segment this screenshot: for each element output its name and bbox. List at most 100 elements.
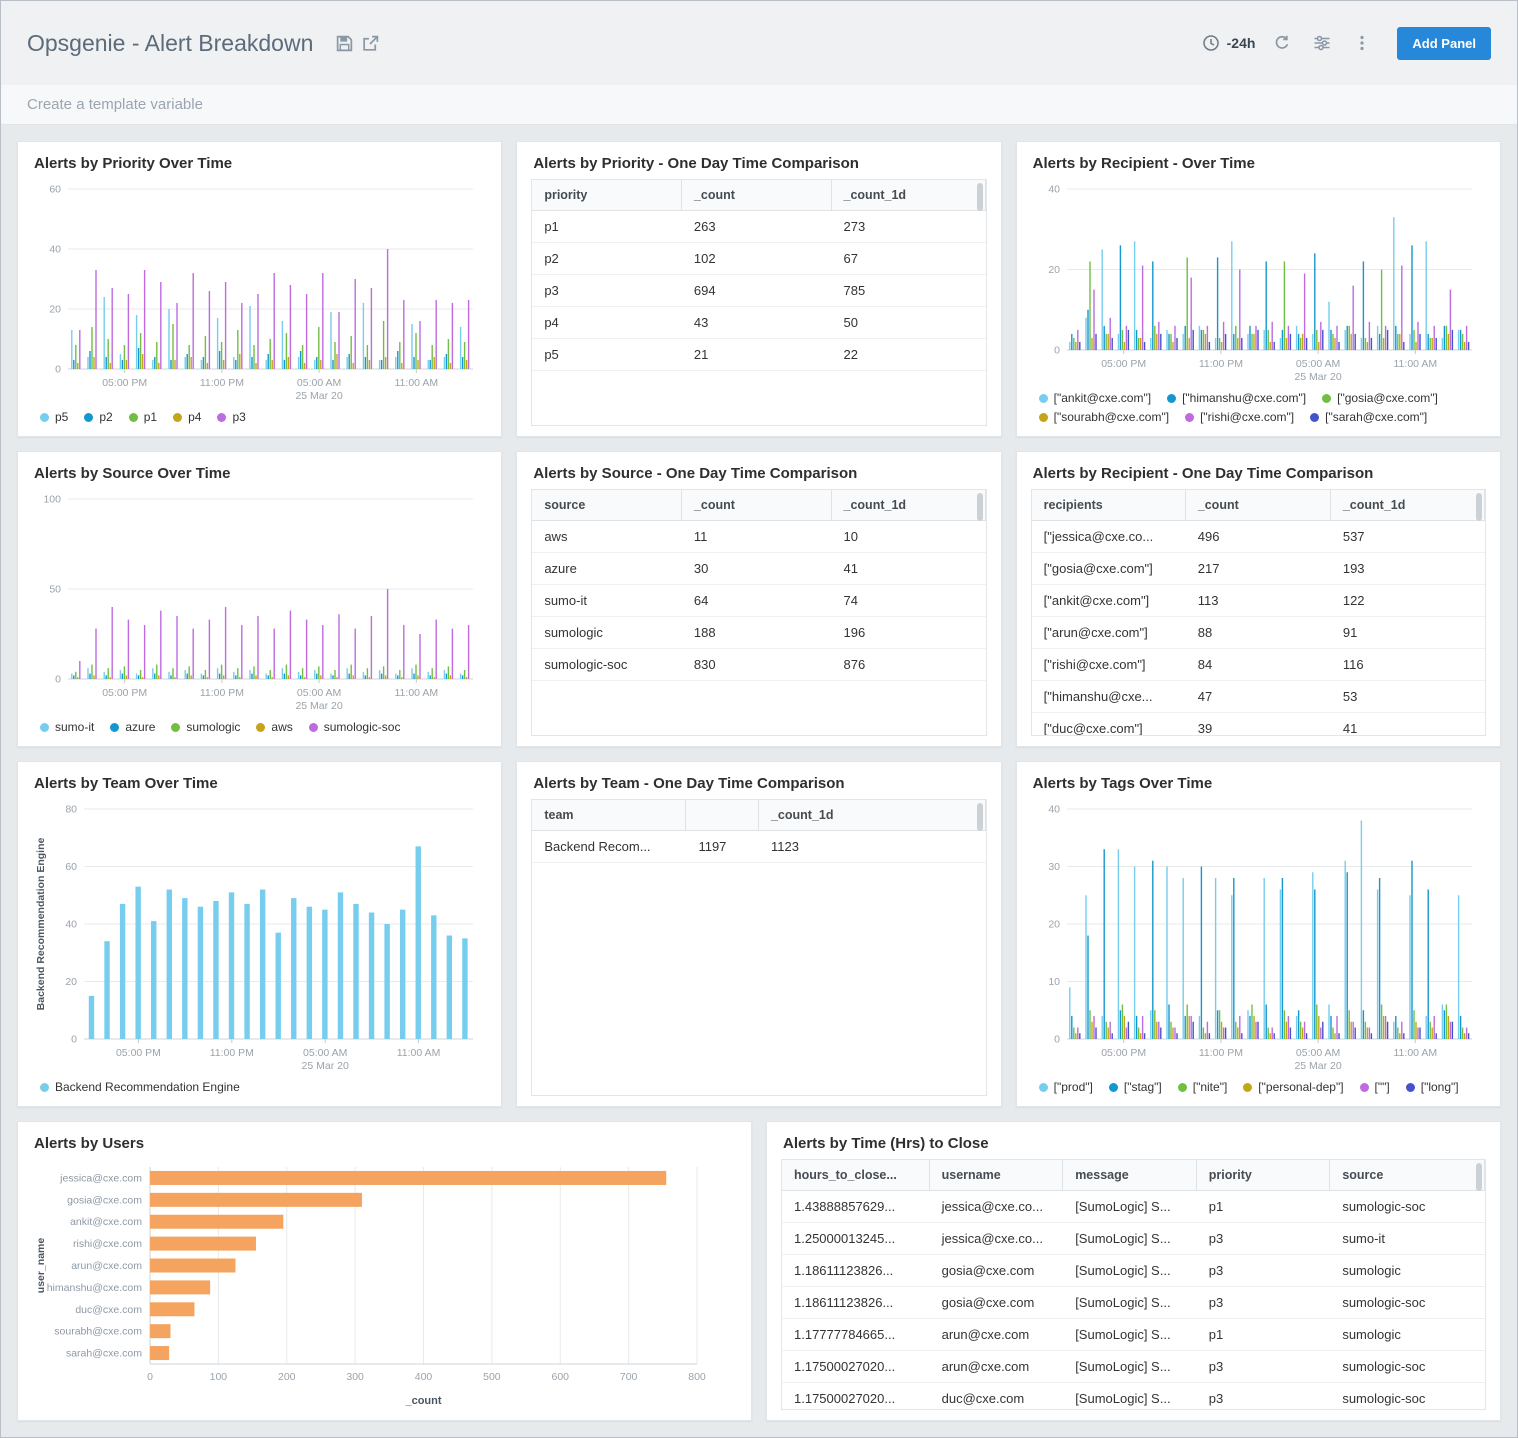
legend-item[interactable]: sumologic-soc [308, 720, 400, 734]
bar [1254, 1021, 1257, 1039]
column-header[interactable]: _count_1d [1331, 490, 1485, 520]
legend-item[interactable]: ["rishi@cxe.com"] [1185, 410, 1294, 424]
column-header[interactable]: source [532, 490, 682, 520]
legend-item[interactable]: ["himanshu@cxe.com"] [1167, 391, 1306, 405]
svg-text:11:00 PM: 11:00 PM [200, 687, 244, 699]
bar [1461, 333, 1463, 350]
scrollbar-thumb[interactable] [976, 803, 983, 831]
legend-dot [1243, 1082, 1253, 1092]
refresh-icon[interactable] [1269, 30, 1295, 56]
table-cell: p3 [544, 283, 559, 298]
bar [1451, 1021, 1453, 1039]
chart[interactable]: 0 10 20 30 40 05:00 PM 11:00 PM 05:00 AM 25 Mar … [1031, 799, 1486, 1075]
column-header[interactable]: _count [682, 490, 832, 520]
scrollbar-thumb[interactable] [976, 183, 983, 211]
dashboard-row: Alerts by Team Over Time 0 20 40 60 80 05:00 … [17, 761, 1501, 1107]
legend-item[interactable]: ["stag"] [1108, 1080, 1162, 1094]
chart-legend: p5 p2 p1 p4 p3 [32, 405, 487, 426]
column-header[interactable]: _count [1186, 490, 1331, 520]
bar [1232, 333, 1235, 350]
bar [1378, 878, 1380, 1039]
column-header[interactable]: priority [1197, 1160, 1331, 1190]
bar [1246, 1010, 1249, 1039]
column-header[interactable]: team [532, 800, 687, 830]
bar [1117, 849, 1119, 1039]
column-header[interactable]: _count_1d [832, 180, 986, 210]
bar [1380, 269, 1382, 350]
legend-item[interactable]: ["sourabh@cxe.com"] [1038, 410, 1169, 424]
legend-item[interactable]: aws [256, 720, 293, 734]
scrollbar-thumb[interactable] [1476, 1163, 1482, 1191]
legend-item[interactable]: p3 [217, 410, 246, 424]
legend-item[interactable]: ["personal-dep"] [1243, 1080, 1344, 1094]
bar [1382, 337, 1384, 350]
legend-item[interactable]: ["long"] [1405, 1080, 1459, 1094]
chart[interactable]: 0 50 100 05:00 PM 11:00 PM 05:00 AM 25 Mar 20 1… [32, 489, 487, 715]
scrollbar-thumb[interactable] [1476, 493, 1482, 521]
kebab-menu-icon[interactable] [1349, 30, 1375, 56]
column-header[interactable]: hours_to_close... [782, 1160, 930, 1190]
bar [370, 616, 373, 679]
legend-item[interactable]: ["ankit@cxe.com"] [1038, 391, 1151, 405]
legend-item[interactable]: ["gosia@cxe.com"] [1322, 391, 1438, 405]
legend-item[interactable]: azure [110, 720, 155, 734]
bar [1449, 289, 1451, 350]
time-range-control[interactable]: -24h [1202, 34, 1255, 52]
column-header[interactable]: message [1063, 1160, 1197, 1190]
bar [255, 363, 257, 369]
bar [1382, 1016, 1384, 1039]
legend-item[interactable]: sumologic [171, 720, 240, 734]
data-table: team _count_1d Backend Recom... 1197 1123 [531, 799, 987, 1096]
bar [1127, 1021, 1129, 1039]
svg-text:05:00 AM: 05:00 AM [1296, 358, 1340, 370]
legend-item[interactable]: ["nite"] [1177, 1080, 1227, 1094]
chart[interactable]: 0 20 40 05:00 PM 11:00 PM 05:00 AM 25 Mar 20 11… [1031, 179, 1486, 386]
chart[interactable]: 0 100 200 300 400 500 600 700 800 jessica@cxe.com… [32, 1159, 737, 1410]
legend-item[interactable]: sumo-it [40, 720, 94, 734]
template-variable-bar[interactable]: Create a template variable [1, 85, 1517, 125]
bar [75, 345, 77, 369]
column-header[interactable]: _count [682, 180, 832, 210]
legend-item[interactable]: ["prod"] [1038, 1080, 1093, 1094]
column-header[interactable]: recipients [1032, 490, 1186, 520]
legend-item[interactable]: [""] [1359, 1080, 1390, 1094]
column-header[interactable] [686, 800, 759, 830]
bar [1198, 1016, 1200, 1039]
bar [103, 671, 105, 679]
share-icon[interactable] [357, 30, 383, 56]
bar [1443, 325, 1445, 350]
column-header[interactable]: username [930, 1160, 1064, 1190]
bar [1109, 317, 1111, 350]
legend-dot [173, 412, 183, 422]
scrollbar-thumb[interactable] [976, 493, 983, 521]
bar [160, 610, 162, 679]
bar [1431, 1027, 1433, 1039]
add-panel-button[interactable]: Add Panel [1397, 26, 1491, 60]
legend-item[interactable]: Backend Recommendation Engine [40, 1080, 240, 1094]
legend-item[interactable]: p5 [40, 410, 68, 424]
chart[interactable]: 0 20 40 60 80 05:00 PM 11:00 PM 05:00 AM 25 Mar … [32, 799, 487, 1075]
chart[interactable]: 0 20 40 60 05:00 PM 11:00 PM 05:00 AM 25 Mar 20… [32, 179, 487, 405]
bar [399, 909, 406, 1039]
bar [265, 673, 267, 679]
bar [202, 675, 205, 679]
bar [431, 668, 433, 679]
save-icon[interactable] [331, 30, 357, 56]
column-header[interactable]: priority [532, 180, 682, 210]
legend-item[interactable]: p1 [128, 410, 157, 424]
legend-item[interactable]: p4 [173, 410, 201, 424]
legend-label: ["stag"] [1123, 1080, 1162, 1094]
bar [241, 625, 243, 679]
filter-sliders-icon[interactable] [1309, 30, 1335, 56]
chart-legend: ["prod"] ["stag"] ["nite"] ["personal-dep"]… [1031, 1075, 1486, 1096]
legend-item[interactable]: p2 [84, 410, 113, 424]
column-header[interactable]: _count_1d [759, 800, 986, 830]
bar [170, 675, 172, 679]
column-header[interactable]: source [1330, 1160, 1485, 1190]
legend-item[interactable]: ["sarah@cxe.com"] [1310, 410, 1427, 424]
bar [1190, 1016, 1192, 1039]
column-header[interactable]: _count_1d [832, 490, 986, 520]
bar [1232, 878, 1235, 1039]
bar [79, 330, 81, 369]
